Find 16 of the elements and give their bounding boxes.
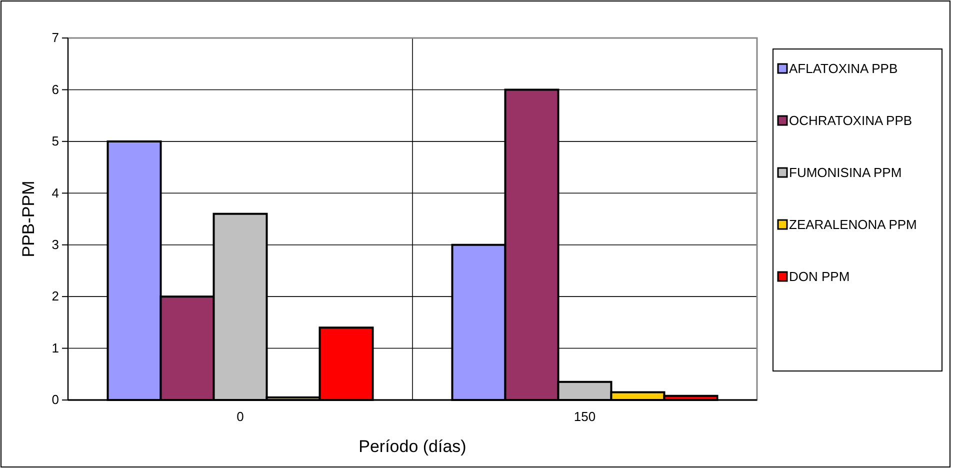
y-tick-label: 2 [52, 288, 59, 304]
y-tick-label: 3 [52, 237, 59, 252]
y-tick-label: 4 [52, 185, 59, 200]
legend-label: ZEARALENONA PPM [789, 217, 917, 232]
legend-label: FUMONISINA PPM [789, 165, 902, 180]
legend-label: DON PPM [789, 269, 850, 284]
x-axis-title: Período (días) [358, 437, 466, 456]
y-tick-label: 7 [52, 30, 59, 46]
y-tick-label: 6 [52, 82, 59, 97]
y-axis-title: PPB-PPM [19, 180, 38, 258]
y-tick-label: 0 [52, 392, 59, 408]
legend-label: AFLATOXINA PPB [789, 61, 898, 76]
y-tick-label: 1 [52, 340, 59, 356]
legend-label: OCHRATOXINA PPB [789, 113, 912, 128]
y-tick-label: 5 [52, 134, 59, 149]
x-tick-label: 150 [574, 409, 596, 424]
